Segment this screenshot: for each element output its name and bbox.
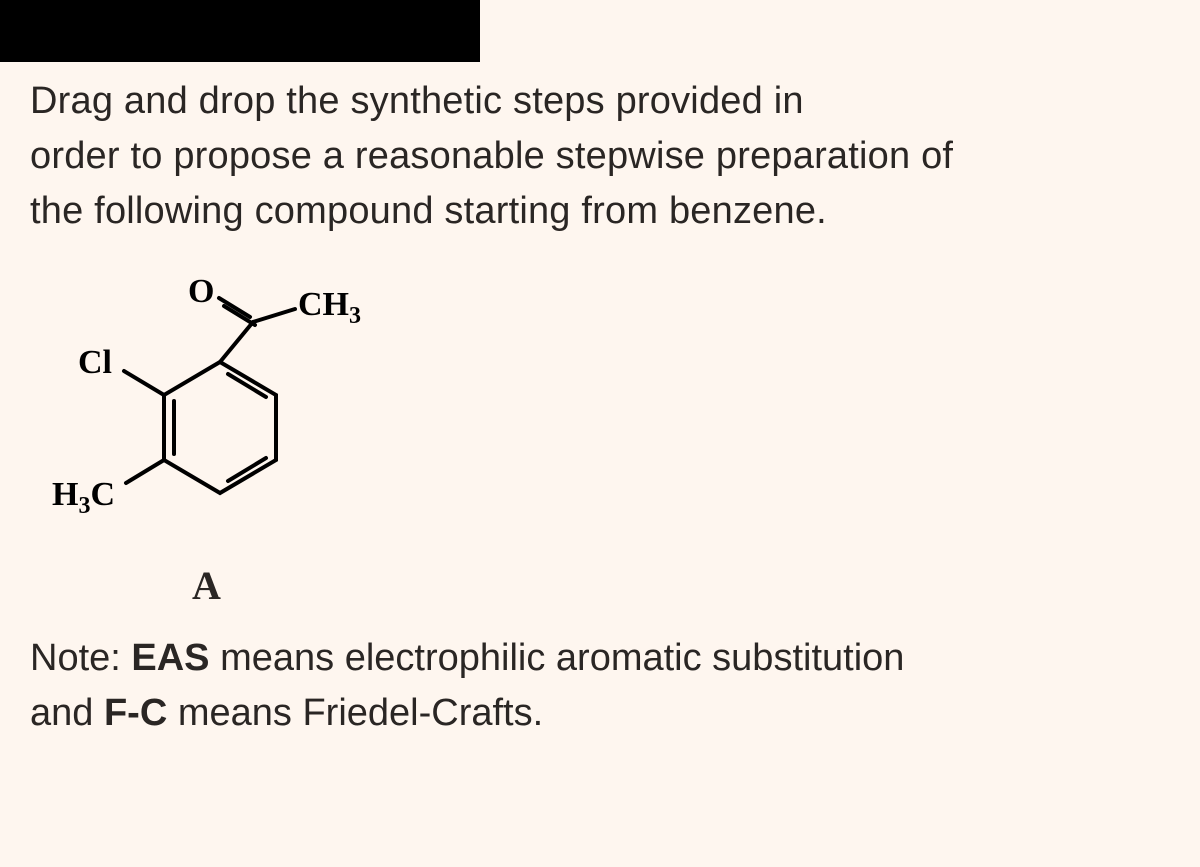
h3c-atom-label: H3C — [52, 476, 115, 519]
question-paragraph: Drag and drop the synthetic steps provid… — [30, 74, 1170, 239]
compound-figure: O CH3 Cl H3C A — [40, 267, 1170, 609]
compound-label: A — [192, 562, 1170, 609]
cl-atom-label: Cl — [78, 344, 112, 381]
note-prefix: Note: — [30, 637, 131, 679]
note-paragraph: Note: EAS means electrophilic aromatic s… — [30, 631, 1170, 741]
eas-abbrev: EAS — [131, 637, 209, 679]
fc-abbrev: F-C — [104, 692, 167, 734]
ch3-top-label: CH3 — [298, 286, 361, 329]
question-line1: Drag and drop the synthetic steps provid… — [30, 80, 804, 122]
question-line3: the following compound starting from ben… — [30, 190, 827, 232]
eas-text: means electrophilic aromatic substitutio… — [210, 637, 905, 679]
top-black-bar — [0, 0, 480, 62]
fc-text: means Friedel-Crafts. — [167, 692, 543, 734]
question-content: Drag and drop the synthetic steps provid… — [0, 62, 1200, 741]
note-and: and — [30, 692, 104, 734]
compound-structure: O CH3 Cl H3C — [40, 267, 380, 547]
oxygen-atom-label: O — [188, 273, 214, 310]
question-line2: order to propose a reasonable stepwise p… — [30, 135, 953, 177]
